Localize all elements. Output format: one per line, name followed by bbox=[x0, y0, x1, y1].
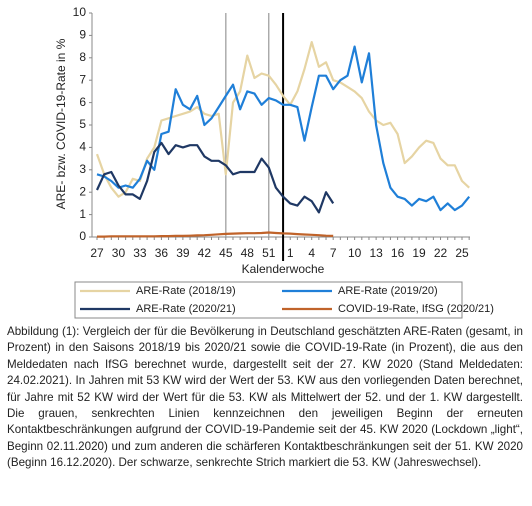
x-tick-label: 13 bbox=[369, 246, 383, 260]
y-tick-label: 7 bbox=[79, 72, 86, 86]
x-tick-label: 45 bbox=[219, 246, 233, 260]
series-line bbox=[95, 41, 470, 198]
chart: ARE- bzw. COVID-19-Rate in % Kalenderwoc… bbox=[54, 5, 494, 319]
x-tick-label: 48 bbox=[241, 246, 255, 260]
legend-label: COVID-19-Rate, IfSG (2020/21) bbox=[338, 303, 494, 315]
y-tick-label: 3 bbox=[79, 162, 86, 176]
x-tick-label: 42 bbox=[198, 246, 212, 260]
x-tick-label: 22 bbox=[434, 246, 448, 260]
x-tick-label: 25 bbox=[455, 246, 469, 260]
legend-box bbox=[74, 281, 463, 319]
series-line bbox=[96, 141, 335, 214]
y-tick-label: 1 bbox=[79, 207, 86, 221]
x-tick-label: 4 bbox=[308, 246, 315, 260]
legend-label: ARE-Rate (2020/21) bbox=[136, 303, 236, 315]
x-tick-label: 7 bbox=[330, 246, 337, 260]
y-tick-label: 5 bbox=[79, 117, 86, 131]
x-tick-label: 1 bbox=[287, 246, 294, 260]
caption: Abbildung (1): Vergleich der für die Bev… bbox=[7, 325, 523, 470]
x-tick-label: 16 bbox=[391, 246, 405, 260]
x-tick-label: 39 bbox=[176, 246, 190, 260]
x-tick-label: 27 bbox=[90, 246, 104, 260]
y-tick-label: 6 bbox=[79, 95, 86, 109]
y-tick-label: 2 bbox=[79, 184, 86, 198]
x-tick-label: 30 bbox=[112, 246, 126, 260]
x-tick-label: 33 bbox=[133, 246, 147, 260]
x-tick-label: 10 bbox=[348, 246, 362, 260]
y-axis-label: ARE- bzw. COVID-19-Rate in % bbox=[54, 38, 68, 209]
legend-label: ARE-Rate (2019/20) bbox=[338, 285, 438, 297]
y-tick-label: 9 bbox=[79, 28, 86, 42]
x-tick-label: 51 bbox=[262, 246, 276, 260]
y-tick-label: 10 bbox=[73, 5, 87, 19]
y-tick-label: 8 bbox=[79, 50, 86, 64]
y-tick-label: 4 bbox=[79, 140, 86, 154]
series-line bbox=[97, 231, 334, 238]
x-tick-label: 19 bbox=[412, 246, 426, 260]
x-tick-label: 36 bbox=[155, 246, 169, 260]
y-tick-label: 0 bbox=[79, 229, 86, 243]
x-axis-label: Kalenderwoche bbox=[242, 262, 325, 276]
legend-label: ARE-Rate (2018/19) bbox=[136, 285, 236, 297]
